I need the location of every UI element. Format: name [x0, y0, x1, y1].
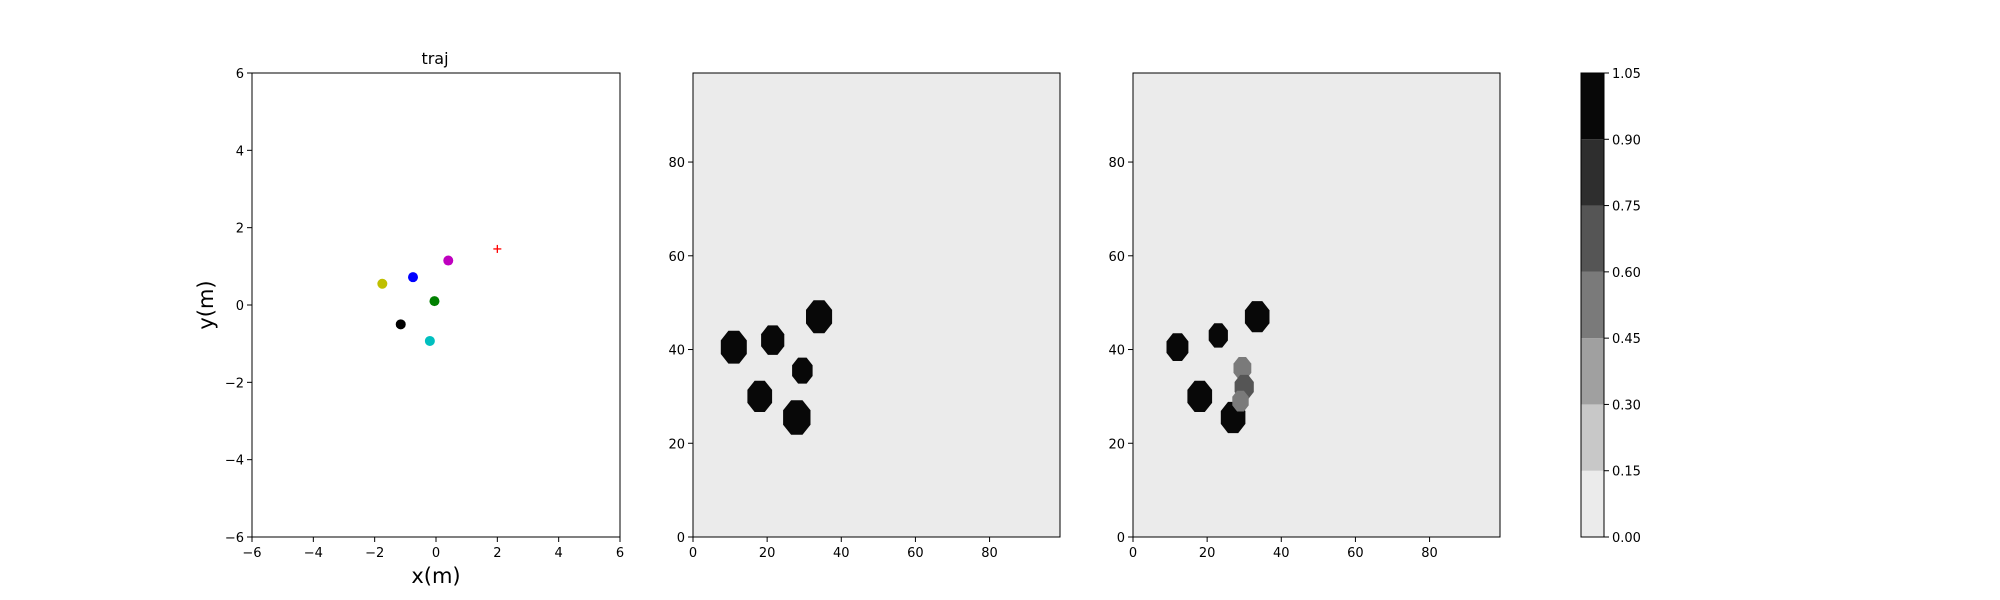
agent-marker — [408, 272, 418, 283]
agent-marker — [429, 296, 440, 307]
colorbar-frame — [1580, 72, 1605, 538]
traj-y-tick-label: 6 — [236, 67, 244, 82]
map-1-y-tick-label: 40 — [668, 344, 685, 359]
map-2-y-tick-label: 0 — [1117, 531, 1125, 546]
traj-y-tick-label: 0 — [236, 299, 244, 314]
map-1-y-tick-label: 80 — [668, 156, 685, 171]
colorbar-band — [1581, 139, 1604, 206]
map-2-x-tick-label: 40 — [1273, 546, 1290, 561]
map-2-obstacle-blob — [1208, 323, 1228, 348]
colorbar-band — [1581, 73, 1604, 140]
map-2-x-tick-label: 0 — [1129, 546, 1137, 561]
map-1-x-tick-label: 80 — [981, 546, 998, 561]
map-1-y-tick-label: 0 — [677, 531, 685, 546]
agent-marker — [443, 255, 454, 266]
traj-y-ticks: −6 −4 −2 0 2 4 6 — [225, 67, 252, 546]
traj-x-tick-label: 6 — [616, 546, 624, 561]
colorbar-band — [1581, 205, 1604, 272]
traj-x-tick-label: 2 — [493, 546, 501, 561]
traj-x-tick-label: −4 — [304, 546, 323, 561]
goal-plus-marker — [493, 244, 502, 253]
agent-marker — [377, 278, 388, 289]
traj-y-tick-label: −4 — [225, 454, 244, 469]
colorbar-band — [1581, 338, 1604, 405]
traj-title: traj — [421, 49, 448, 68]
map-1-obstacle-blob — [806, 300, 833, 334]
map-2-x-tick-label: 60 — [1347, 546, 1364, 561]
colorbar-tick-label: 0.30 — [1612, 398, 1641, 413]
colorbar-tick-label: 0.90 — [1612, 133, 1641, 148]
map-1-background — [693, 73, 1060, 537]
map-1-obstacle-blob — [720, 330, 747, 364]
map-panel-1: 0 20 40 60 80 0 20 40 60 80 — [668, 72, 1061, 561]
map-1-x-tick-label: 40 — [833, 546, 850, 561]
traj-y-axis-label: y(m) — [194, 280, 218, 329]
map-1-x-tick-label: 0 — [689, 546, 697, 561]
traj-axes-frame — [251, 72, 621, 538]
traj-y-tick-label: −6 — [225, 531, 244, 546]
map-2-background — [1133, 73, 1500, 537]
map-1-obstacle-blob — [792, 357, 813, 384]
colorbar-band — [1581, 470, 1604, 537]
map-1-blobs — [720, 300, 833, 435]
map-2-x-tick-label: 20 — [1199, 546, 1216, 561]
colorbar-tick-label: 0.75 — [1612, 200, 1641, 215]
colorbar-bands — [1581, 73, 1604, 537]
map-1-x-ticks: 0 20 40 60 80 — [689, 537, 998, 561]
map-2-x-tick-label: 80 — [1421, 546, 1438, 561]
traj-x-tick-label: −2 — [365, 546, 384, 561]
map-1-obstacle-blob — [747, 380, 773, 412]
map-2-obstacle-blob — [1166, 333, 1189, 361]
map-1-y-tick-label: 60 — [668, 250, 685, 265]
traj-x-ticks: −6 −4 −2 0 2 4 6 — [242, 537, 624, 561]
map-2-axes-frame — [1132, 72, 1501, 538]
traj-panel: traj −6 −4 −2 0 2 4 6 −6 −4 −2 0 2 4 6 x(m) y(m) — [194, 49, 624, 588]
map-panel-2: 0 20 40 60 80 0 20 40 60 80 — [1108, 72, 1501, 561]
map-2-obstacle-blob — [1187, 380, 1213, 412]
map-1-obstacle-blob — [761, 325, 785, 355]
colorbar-tick-label: 0.45 — [1612, 332, 1641, 347]
map-1-axes-frame — [692, 72, 1061, 538]
colorbar-band — [1581, 404, 1604, 471]
map-1-obstacle-blob — [783, 400, 811, 435]
traj-x-axis-label: x(m) — [411, 564, 460, 588]
map-1-y-ticks: 0 20 40 60 80 — [668, 156, 693, 546]
map-2-y-tick-label: 40 — [1108, 344, 1125, 359]
traj-y-tick-label: −2 — [225, 376, 244, 391]
map-2-y-ticks: 0 20 40 60 80 — [1108, 156, 1133, 546]
map-2-obstacle-blob — [1232, 390, 1249, 412]
colorbar-ticks: 0.00 0.15 0.30 0.45 0.60 0.75 0.90 1.05 — [1604, 67, 1641, 546]
map-2-y-tick-label: 80 — [1108, 156, 1125, 171]
traj-x-tick-label: 4 — [555, 546, 563, 561]
colorbar-tick-label: 0.00 — [1612, 531, 1641, 546]
map-2-y-tick-label: 60 — [1108, 250, 1125, 265]
traj-x-tick-label: −6 — [242, 546, 261, 561]
map-1-x-tick-label: 20 — [759, 546, 776, 561]
traj-y-tick-label: 4 — [236, 144, 244, 159]
traj-y-tick-label: 2 — [236, 222, 244, 237]
map-1-x-tick-label: 60 — [907, 546, 924, 561]
map-2-obstacle-blob — [1233, 357, 1252, 380]
map-2-obstacle-blob — [1244, 301, 1270, 333]
traj-markers — [377, 244, 502, 346]
colorbar-tick-label: 0.60 — [1612, 266, 1641, 281]
map-2-x-ticks: 0 20 40 60 80 — [1129, 537, 1438, 561]
agent-marker — [395, 319, 406, 330]
colorbar: 0.00 0.15 0.30 0.45 0.60 0.75 0.90 1.05 — [1580, 67, 1641, 546]
map-1-y-tick-label: 20 — [668, 437, 685, 452]
map-2-blobs — [1166, 301, 1270, 434]
colorbar-tick-label: 0.15 — [1612, 465, 1641, 480]
map-2-y-tick-label: 20 — [1108, 437, 1125, 452]
traj-x-tick-label: 0 — [432, 546, 440, 561]
colorbar-tick-label: 1.05 — [1612, 67, 1641, 82]
agent-marker — [424, 335, 435, 346]
colorbar-band — [1581, 271, 1604, 339]
